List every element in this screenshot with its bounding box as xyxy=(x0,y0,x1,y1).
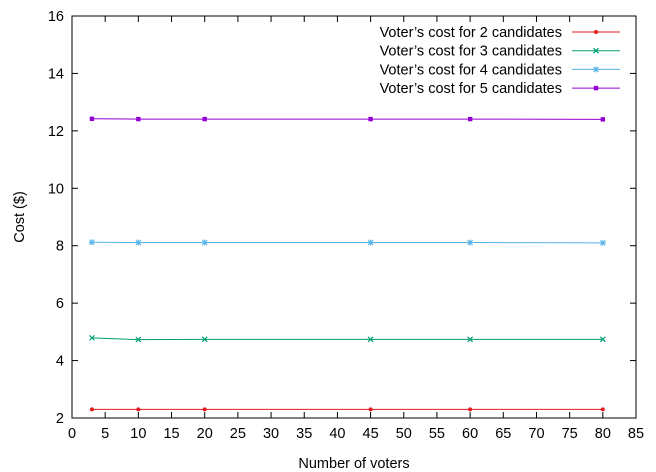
y-tick-label: 12 xyxy=(48,124,64,140)
x-tick-label: 65 xyxy=(495,426,511,442)
x-tick-label: 0 xyxy=(68,426,76,442)
data-point xyxy=(468,407,473,412)
data-point xyxy=(136,407,141,412)
series-3-candidates xyxy=(88,334,606,343)
legend-label: Voter’s cost for 3 candidates xyxy=(380,44,562,60)
x-tick-label: 40 xyxy=(329,426,345,442)
x-tick-label: 30 xyxy=(263,426,279,442)
x-tick-label: 45 xyxy=(363,426,379,442)
data-point xyxy=(368,407,373,412)
data-point xyxy=(467,116,473,122)
data-point xyxy=(467,336,474,343)
data-point xyxy=(201,239,208,246)
data-point xyxy=(201,336,208,343)
y-axis-title: Cost ($) xyxy=(12,191,28,243)
legend-label: Voter’s cost for 4 candidates xyxy=(380,62,562,78)
plot-frame xyxy=(71,15,637,419)
y-tick-label: 4 xyxy=(56,354,64,370)
legend-item: Voter’s cost for 3 candidates xyxy=(380,44,620,60)
y-tick-label: 2 xyxy=(56,411,64,427)
legend-marker xyxy=(594,30,598,34)
x-tick-label: 70 xyxy=(528,426,544,442)
data-point xyxy=(367,336,374,343)
data-point xyxy=(136,116,141,122)
series-line xyxy=(91,118,603,120)
legend: Voter’s cost for 2 candidates Voter’s cos… xyxy=(380,25,620,97)
x-tick-label: 10 xyxy=(130,426,146,442)
legend-item: Voter’s cost for 5 candidates xyxy=(380,81,620,97)
legend-label: Voter’s cost for 2 candidates xyxy=(380,25,562,41)
x-axis-title: Number of voters xyxy=(298,456,409,472)
data-point xyxy=(202,116,207,122)
x-tick-label: 25 xyxy=(230,426,246,442)
y-tick-label: 8 xyxy=(56,239,64,255)
y-tick-label: 14 xyxy=(48,66,64,82)
x-tick-label: 20 xyxy=(197,426,213,442)
series-line xyxy=(91,241,603,244)
data-point xyxy=(368,116,373,122)
data-point xyxy=(600,407,605,412)
series-4-candidates xyxy=(88,239,606,246)
data-point xyxy=(600,117,606,122)
data-point xyxy=(467,239,474,246)
data-point xyxy=(599,239,606,246)
x-tick-label: 75 xyxy=(562,426,578,442)
legend-label: Voter’s cost for 5 candidates xyxy=(380,81,562,97)
y-tick-label: 10 xyxy=(48,181,64,197)
series-2-candidates xyxy=(89,407,605,412)
series-lines xyxy=(88,116,606,412)
x-tick-label: 55 xyxy=(429,426,445,442)
x-tick-label: 80 xyxy=(595,426,611,442)
x-tick-label: 85 xyxy=(628,426,644,442)
data-point xyxy=(135,336,142,343)
legend-marker xyxy=(593,66,599,73)
data-point xyxy=(367,239,374,246)
data-point xyxy=(88,334,95,341)
x-tick-label: 15 xyxy=(163,426,179,442)
legend-marker xyxy=(593,47,599,54)
y-tick-label: 16 xyxy=(48,9,64,25)
x-tick-label: 35 xyxy=(296,426,312,442)
series-line xyxy=(91,337,603,341)
legend-item: Voter’s cost for 2 candidates xyxy=(380,25,620,41)
data-point xyxy=(599,336,606,343)
x-tick-label: 60 xyxy=(462,426,478,442)
data-point xyxy=(88,239,95,246)
data-point xyxy=(135,239,142,246)
x-tick-label: 50 xyxy=(396,426,412,442)
legend-item: Voter’s cost for 4 candidates xyxy=(380,62,620,78)
legend-marker xyxy=(593,85,599,91)
data-point xyxy=(89,407,94,412)
data-point xyxy=(202,407,207,412)
x-tick-label: 5 xyxy=(101,426,109,442)
series-5-candidates xyxy=(89,116,606,122)
axis-ticks: 0 5 10 15 20 25 30 35 40 45 50 55 60 65 70 75 80 85 2 4 6 8 10… xyxy=(48,9,644,442)
y-tick-label: 6 xyxy=(56,296,64,312)
data-point xyxy=(89,116,95,121)
